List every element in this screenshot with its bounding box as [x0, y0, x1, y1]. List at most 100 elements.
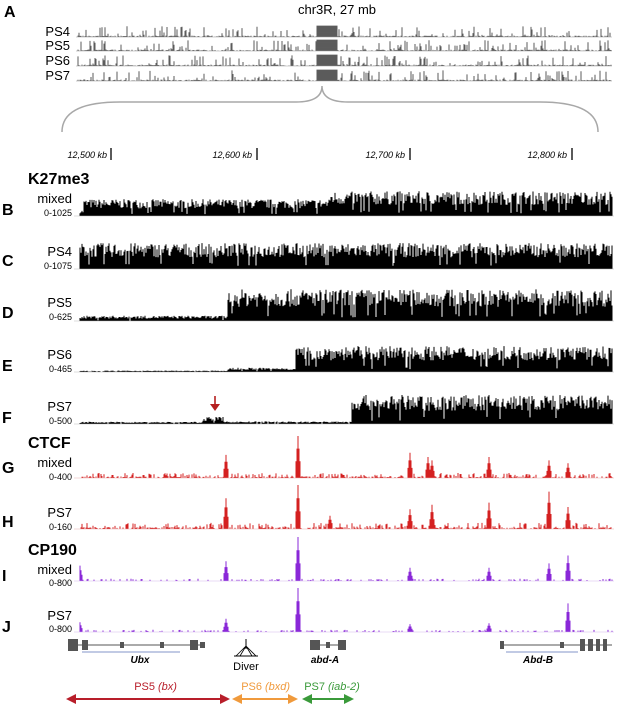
track-c: C PS4 0-1075 [2, 243, 614, 271]
domain-arrowhead-right [288, 694, 298, 704]
domain-arrowhead-right [220, 694, 230, 704]
diver-fan-icon [235, 645, 257, 657]
overview-title: chr3R, 27 mb [298, 2, 376, 17]
gene-model-abd-b [500, 639, 612, 653]
track-range: 0-1025 [44, 208, 72, 218]
track-range: 0-500 [49, 416, 72, 426]
gene-exon [603, 639, 607, 651]
domain-ps6: PS6 (bxd) [232, 681, 298, 704]
gene-track: Ubx Diver abd-A Abd-B [68, 639, 612, 673]
track-label: PS7 [47, 505, 72, 520]
k27me3-signal-ps7 [79, 395, 613, 424]
track-label: PS7 [47, 608, 72, 623]
domain-ps5: PS5 (bx) [66, 681, 230, 704]
track-label: mixed [37, 455, 72, 470]
panel-letter: C [2, 253, 14, 270]
overview-signal-ps6 [77, 54, 612, 66]
gene-exon [82, 640, 88, 650]
coordinate-tick-label: 12,600 kb [212, 150, 252, 160]
track-label: mixed [37, 191, 72, 206]
track-label: PS6 [47, 347, 72, 362]
gene-exon [596, 639, 600, 651]
gene-exon [68, 639, 78, 651]
panel-letter: J [2, 619, 11, 636]
track-label: PS7 [47, 399, 72, 414]
gene-model-ubx [68, 639, 205, 653]
domain-name: PS7 [304, 681, 325, 693]
overview-track-label: PS7 [45, 68, 70, 83]
coordinate-ruler: 12,500 kb 12,600 kb 12,700 kb 12,800 kb [67, 148, 573, 160]
track-j: J PS7 0-800 [2, 588, 614, 636]
track-range: 0-800 [49, 624, 72, 634]
down-arrow-marker [210, 396, 220, 411]
track-range: 0-800 [49, 578, 72, 588]
track-g: G mixed 0-400 [2, 436, 614, 482]
track-e: E PS6 0-465 [2, 346, 614, 375]
diver-label: Diver [233, 661, 259, 673]
gene-label-abd-a: abd-A [311, 655, 339, 666]
gene-model-abd-a [310, 640, 346, 650]
k27me3-heading: K27me3 [28, 171, 89, 188]
panel-letter: H [2, 514, 14, 531]
gene-exon [160, 642, 164, 648]
k27me3-signal-ps4 [79, 243, 613, 269]
ctcf-heading: CTCF [28, 435, 71, 452]
domain-arrowhead-right [344, 694, 354, 704]
gene-exon [500, 641, 504, 649]
domain-ps7: PS7 (iab-2) [302, 681, 360, 704]
gene-label-abd-b: Abd-B [522, 655, 553, 666]
coordinate-tick-label: 12,800 kb [527, 150, 567, 160]
track-b: B mixed 0-1025 [2, 191, 614, 219]
domain-arrowhead-left [302, 694, 312, 704]
k27me3-signal-ps5 [79, 289, 613, 321]
overview-track-label: PS4 [45, 24, 70, 39]
track-label: mixed [37, 562, 72, 577]
coordinate-tick-label: 12,500 kb [67, 150, 107, 160]
gene-exon [190, 640, 198, 650]
ctcf-signal-mixed [81, 436, 613, 478]
track-label: PS4 [47, 244, 72, 259]
gene-exon [310, 640, 320, 650]
gene-exon [580, 639, 585, 651]
marker-arrow-head [210, 404, 220, 411]
k27me3-signal-ps6 [79, 346, 613, 372]
overview-signal-ps7 [77, 69, 612, 81]
overview-track-label: PS6 [45, 53, 70, 68]
panel-letter: D [2, 305, 14, 322]
domain-qualifier: (iab-2) [328, 681, 360, 693]
panel-letter: I [2, 568, 6, 585]
track-d: D PS5 0-625 [2, 289, 614, 322]
gene-exon [560, 642, 564, 648]
track-h: H PS7 0-160 [2, 485, 614, 532]
panel-letter: B [2, 202, 14, 219]
cp190-signal-ps7 [79, 588, 613, 632]
coordinate-tick-label: 12,700 kb [365, 150, 405, 160]
cp190-signal-mixed [79, 537, 613, 581]
zoom-brace [61, 85, 599, 133]
track-range: 0-160 [49, 522, 72, 532]
panel-letter: E [2, 358, 13, 375]
track-range: 0-625 [49, 312, 72, 322]
domain-arrowhead-left [232, 694, 242, 704]
track-i: I mixed 0-800 [2, 537, 614, 588]
diver-element [234, 639, 258, 657]
track-f: F PS7 0-500 [2, 395, 614, 427]
domain-qualifier: (bxd) [265, 681, 290, 693]
domain-name: PS5 [134, 681, 155, 693]
overview-tracks: PS4 PS5 PS6 PS7 [45, 24, 612, 83]
gene-exon [200, 642, 205, 648]
gene-exon [338, 640, 346, 650]
gene-exon [326, 642, 330, 648]
gene-exon [120, 642, 124, 648]
domain-qualifier: (bx) [158, 681, 177, 693]
overview-signal-ps4 [77, 25, 611, 37]
track-range: 0-465 [49, 364, 72, 374]
gene-exon [588, 639, 593, 651]
gene-label-ubx: Ubx [131, 655, 150, 666]
cp190-heading: CP190 [28, 542, 77, 559]
track-label: PS5 [47, 295, 72, 310]
domain-arrowhead-left [66, 694, 76, 704]
panel-letter-a: A [4, 4, 16, 21]
overview-signal-ps5 [77, 39, 612, 51]
